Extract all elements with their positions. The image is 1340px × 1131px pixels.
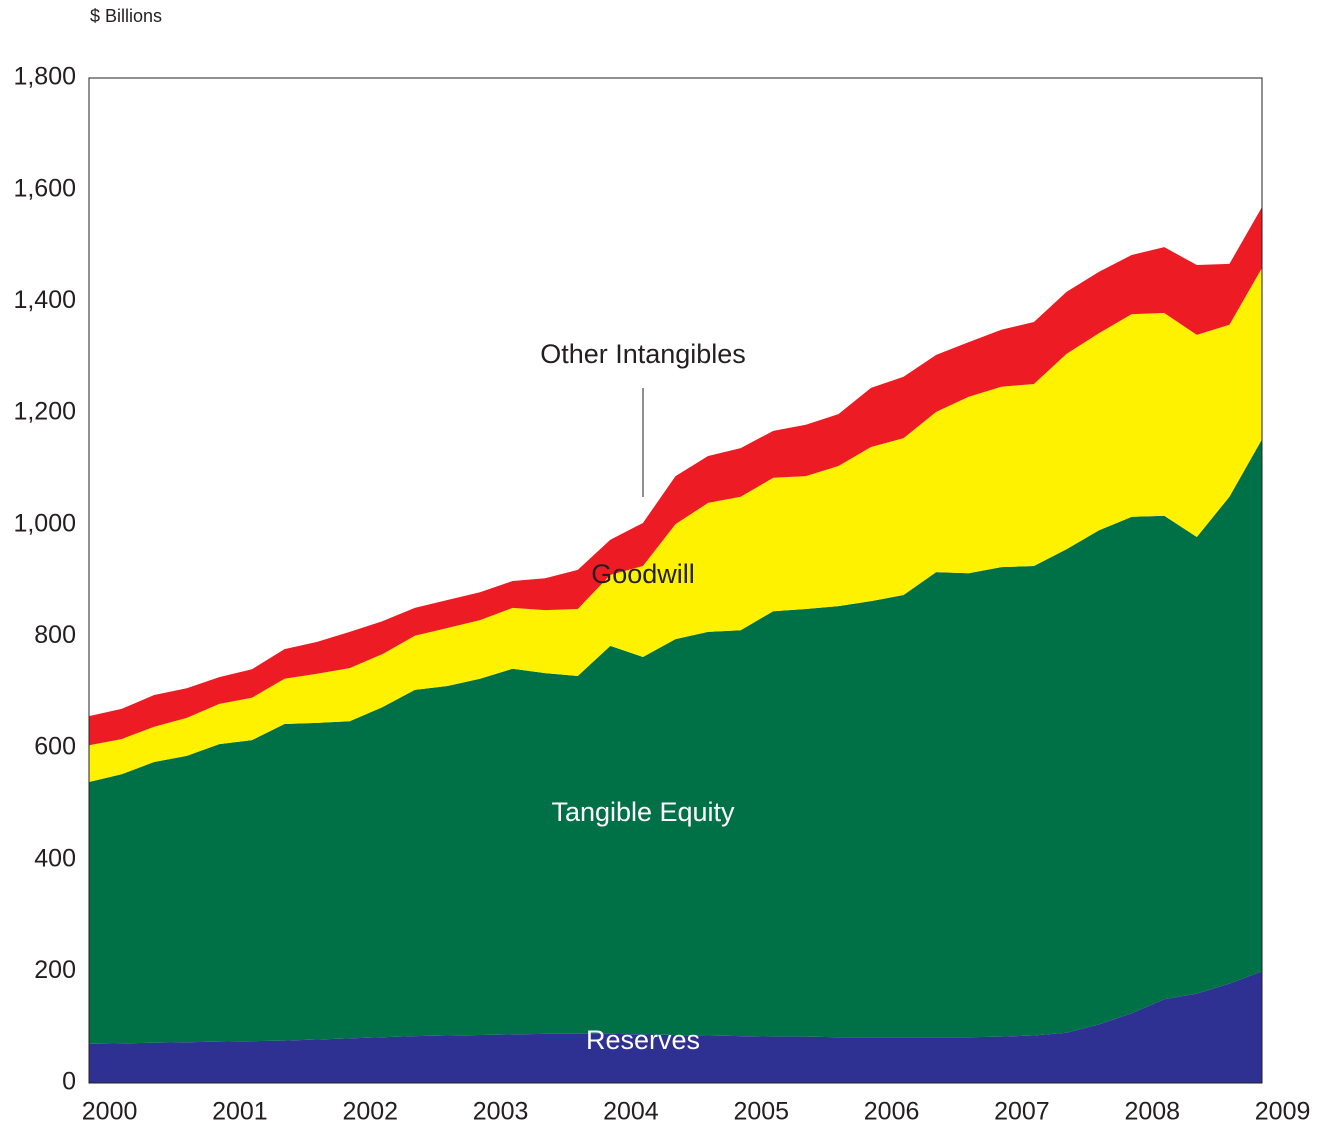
y-tick-label: 200 [34, 956, 76, 984]
series-label: Reserves [586, 1025, 700, 1055]
area [89, 971, 1262, 1083]
area [89, 267, 1262, 783]
y-tick-label: 800 [34, 621, 76, 649]
area [89, 439, 1262, 1044]
x-tick-label: 2001 [212, 1098, 268, 1126]
x-tick-label: 2004 [603, 1098, 659, 1126]
x-tick-label: 2003 [473, 1098, 529, 1126]
x-tick-label: 2009 [1255, 1098, 1311, 1126]
y-axis-label: $ Billions [90, 6, 162, 26]
y-tick-label: 400 [34, 844, 76, 872]
y-tick-label: 1,800 [13, 63, 76, 91]
area [89, 206, 1262, 746]
plot-frame [88, 77, 1263, 1084]
y-tick-label: 1,200 [13, 398, 76, 426]
y-tick-label: 600 [34, 733, 76, 761]
y-tick-label: 1,600 [13, 174, 76, 202]
y-tick-label: 0 [62, 1068, 76, 1096]
series-label: Goodwill [591, 559, 695, 589]
x-tick-label: 2005 [733, 1098, 789, 1126]
x-tick-label: 2007 [994, 1098, 1050, 1126]
x-tick-label: 2006 [864, 1098, 920, 1126]
y-tick-label: 1,400 [13, 286, 76, 314]
x-tick-label: 2000 [82, 1098, 138, 1126]
x-tick-label: 2002 [342, 1098, 398, 1126]
series-label: Tangible Equity [551, 797, 735, 827]
x-tick-label: 2008 [1124, 1098, 1180, 1126]
series-label: Other Intangibles [540, 339, 746, 369]
y-tick-label: 1,000 [13, 509, 76, 537]
